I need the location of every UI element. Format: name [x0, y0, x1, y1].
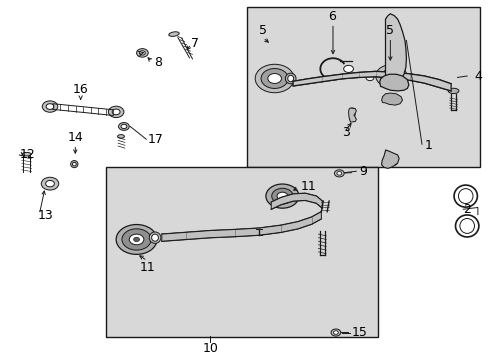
Ellipse shape: [168, 32, 179, 36]
Polygon shape: [379, 74, 408, 91]
Text: 13: 13: [38, 209, 54, 222]
Circle shape: [390, 161, 396, 165]
Circle shape: [271, 188, 292, 204]
Circle shape: [386, 156, 392, 161]
Circle shape: [330, 329, 340, 336]
Bar: [246, 7, 479, 167]
Circle shape: [343, 66, 353, 72]
Circle shape: [265, 184, 298, 208]
Ellipse shape: [71, 161, 78, 168]
Circle shape: [267, 73, 281, 84]
Ellipse shape: [72, 162, 76, 166]
Circle shape: [277, 192, 287, 200]
Circle shape: [136, 49, 148, 57]
Text: 11: 11: [300, 180, 316, 193]
Ellipse shape: [285, 73, 295, 84]
Ellipse shape: [447, 88, 458, 94]
Ellipse shape: [22, 152, 31, 156]
Text: 15: 15: [351, 326, 366, 339]
Circle shape: [391, 23, 399, 29]
Text: 1: 1: [424, 139, 431, 152]
Circle shape: [46, 104, 54, 109]
Text: 5: 5: [259, 24, 266, 37]
Circle shape: [122, 229, 151, 250]
Bar: [106, 167, 377, 337]
Circle shape: [261, 68, 287, 89]
Text: 11: 11: [139, 261, 155, 274]
Text: 3: 3: [341, 126, 349, 139]
Circle shape: [116, 225, 157, 255]
Circle shape: [394, 51, 404, 58]
Ellipse shape: [151, 234, 158, 241]
Text: 5: 5: [386, 24, 393, 37]
Text: 6: 6: [327, 10, 335, 23]
Text: 4: 4: [473, 69, 481, 82]
Circle shape: [133, 237, 139, 242]
Circle shape: [42, 101, 58, 112]
Ellipse shape: [287, 75, 293, 82]
Text: 8: 8: [154, 56, 162, 69]
Circle shape: [386, 72, 395, 80]
Text: 12: 12: [20, 148, 36, 161]
Polygon shape: [385, 14, 406, 86]
Text: 7: 7: [191, 37, 199, 50]
Circle shape: [121, 124, 126, 129]
Circle shape: [366, 75, 373, 81]
Text: 9: 9: [358, 165, 366, 178]
Circle shape: [382, 72, 407, 90]
Polygon shape: [381, 150, 398, 168]
Circle shape: [336, 172, 341, 175]
Circle shape: [334, 170, 344, 177]
Ellipse shape: [117, 135, 124, 138]
Circle shape: [333, 331, 338, 334]
Polygon shape: [271, 193, 322, 209]
Polygon shape: [162, 212, 321, 241]
Circle shape: [349, 112, 355, 117]
Polygon shape: [381, 93, 402, 105]
Circle shape: [388, 77, 400, 86]
Circle shape: [129, 234, 143, 245]
Ellipse shape: [149, 232, 161, 243]
Text: 10: 10: [202, 342, 218, 355]
Polygon shape: [348, 108, 356, 122]
Circle shape: [349, 108, 355, 112]
Circle shape: [375, 65, 406, 87]
Circle shape: [349, 117, 355, 121]
Text: 17: 17: [147, 134, 163, 147]
Circle shape: [118, 122, 129, 130]
Text: 14: 14: [67, 131, 83, 144]
Circle shape: [255, 64, 293, 93]
Circle shape: [381, 69, 400, 83]
Circle shape: [41, 177, 59, 190]
Text: 16: 16: [73, 82, 88, 95]
Circle shape: [112, 109, 120, 115]
Circle shape: [394, 34, 402, 40]
Circle shape: [139, 51, 145, 55]
Circle shape: [108, 106, 123, 118]
Text: 2: 2: [462, 203, 470, 216]
Circle shape: [45, 180, 54, 187]
Polygon shape: [292, 71, 450, 91]
